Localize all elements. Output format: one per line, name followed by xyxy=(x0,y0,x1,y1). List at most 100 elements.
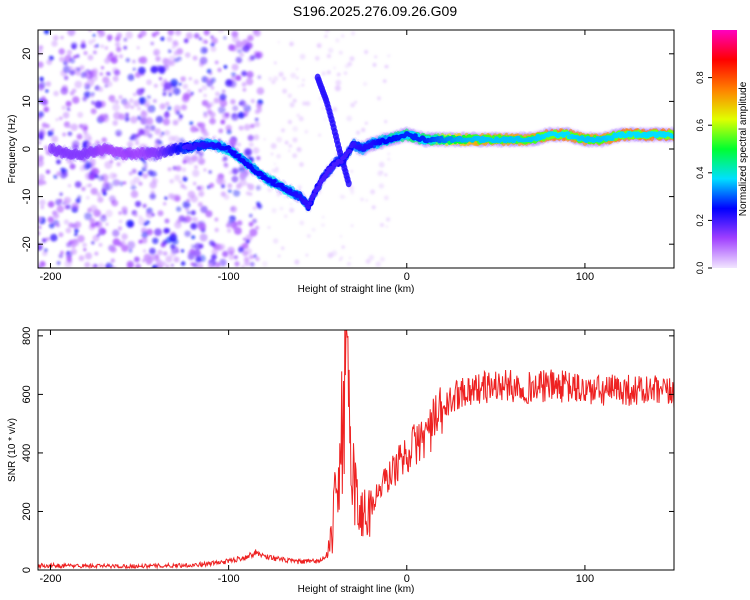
noise-speck xyxy=(77,195,82,200)
noise-speck xyxy=(271,80,276,85)
noise-speck xyxy=(172,165,177,171)
noise-speck xyxy=(151,213,155,217)
noise-speck xyxy=(136,88,144,96)
noise-speck xyxy=(112,229,120,237)
noise-speck xyxy=(231,167,239,175)
noise-speck xyxy=(151,264,158,268)
noise-speck xyxy=(203,93,207,98)
noise-speck xyxy=(162,118,170,126)
noise-speck xyxy=(77,235,85,243)
noise-speck xyxy=(250,123,255,129)
noise-speck xyxy=(181,104,187,111)
ridge-cell xyxy=(231,150,237,155)
noise-speck xyxy=(126,260,134,268)
noise-speck xyxy=(248,142,254,148)
noise-speck xyxy=(242,242,249,249)
noise-speck xyxy=(190,210,196,216)
noise-speck xyxy=(249,254,254,260)
noise-speck xyxy=(41,238,47,243)
noise-speck xyxy=(249,214,253,218)
noise-speck xyxy=(154,30,160,36)
noise-speck xyxy=(186,210,191,215)
noise-speck xyxy=(74,232,78,237)
noise-speck xyxy=(382,79,387,83)
ridge-cell xyxy=(565,131,571,136)
noise-speck xyxy=(79,65,85,71)
noise-speck xyxy=(50,233,58,242)
noise-speck xyxy=(379,222,385,228)
noise-speck xyxy=(167,49,172,54)
noise-speck xyxy=(132,67,136,71)
noise-speck xyxy=(387,152,390,156)
noise-speck xyxy=(287,119,293,125)
noise-speck xyxy=(130,116,138,124)
noise-speck xyxy=(149,193,156,200)
noise-speck xyxy=(71,88,77,94)
noise-speck xyxy=(129,136,134,141)
noise-speck xyxy=(60,250,64,255)
ridge-cell xyxy=(338,159,344,164)
noise-speck xyxy=(123,101,131,109)
noise-speck xyxy=(162,92,167,96)
noise-speck xyxy=(244,148,253,157)
noise-speck xyxy=(227,183,233,189)
noise-speck xyxy=(94,210,102,217)
noise-speck xyxy=(116,162,121,167)
noise-speck xyxy=(252,147,260,154)
noise-speck xyxy=(60,87,69,95)
noise-speck xyxy=(378,161,385,168)
noise-speck xyxy=(62,65,71,74)
noise-speck xyxy=(322,216,325,219)
noise-speck xyxy=(229,250,234,256)
noise-speck xyxy=(163,227,170,234)
noise-speck xyxy=(350,224,354,228)
noise-speck xyxy=(124,116,130,122)
noise-speck xyxy=(74,181,82,188)
noise-speck xyxy=(182,201,191,209)
noise-speck xyxy=(257,75,262,79)
noise-speck xyxy=(63,219,69,225)
noise-speck xyxy=(198,152,204,157)
noise-speck xyxy=(66,107,70,111)
noise-speck xyxy=(45,81,52,87)
noise-speck xyxy=(154,228,162,237)
noise-speck xyxy=(125,31,133,39)
noise-speck xyxy=(166,36,173,42)
noise-speck xyxy=(109,51,114,57)
noise-speck xyxy=(254,121,260,128)
noise-speck xyxy=(199,56,208,65)
noise-speck xyxy=(230,99,236,105)
noise-speck xyxy=(38,230,41,236)
snr-xtick-label: -100 xyxy=(218,573,240,585)
snr-ytick-label: 800 xyxy=(21,327,33,345)
noise-speck xyxy=(239,52,245,58)
noise-speck xyxy=(190,222,198,230)
noise-speck xyxy=(98,243,103,247)
noise-speck xyxy=(189,93,193,97)
noise-speck xyxy=(213,97,220,104)
noise-speck xyxy=(203,168,207,172)
noise-speck xyxy=(289,207,295,213)
noise-speck xyxy=(183,38,189,44)
noise-speck xyxy=(197,157,206,165)
noise-speck xyxy=(59,198,63,202)
noise-speck xyxy=(73,55,77,59)
noise-speck xyxy=(219,258,227,267)
noise-speck xyxy=(92,33,96,38)
noise-speck xyxy=(123,45,128,50)
noise-speck xyxy=(157,249,163,256)
noise-speck xyxy=(67,184,72,188)
noise-speck xyxy=(175,30,182,36)
noise-speck xyxy=(123,181,127,185)
noise-speck xyxy=(318,133,321,137)
noise-speck xyxy=(145,117,154,126)
noise-speck xyxy=(104,46,109,50)
snr-ylabel: SNR (10 * v/v) xyxy=(7,418,18,482)
ridge-cell xyxy=(236,153,242,158)
noise-speck xyxy=(225,112,231,118)
noise-speck xyxy=(218,178,226,186)
noise-speck xyxy=(206,185,211,189)
noise-speck xyxy=(85,184,89,188)
noise-speck xyxy=(182,217,188,224)
noise-speck xyxy=(326,53,332,59)
